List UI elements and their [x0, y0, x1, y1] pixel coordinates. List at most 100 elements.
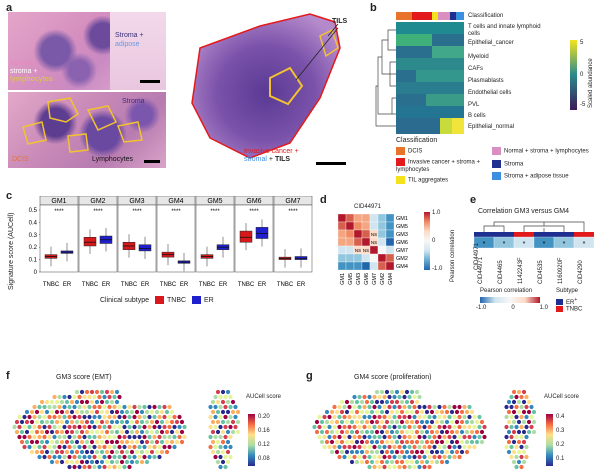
c-significance: **** — [249, 209, 259, 215]
spatial-spot — [479, 439, 485, 445]
d-col-label: GM2 — [380, 273, 386, 285]
spatial-spot — [432, 404, 437, 410]
spatial-spot — [210, 449, 216, 455]
d-cell — [353, 253, 363, 263]
spatial-spot — [417, 444, 422, 450]
c-facet-label: GM1 — [51, 198, 66, 205]
classification-label: Classification — [468, 13, 504, 19]
spatial-spot — [233, 404, 238, 410]
spatial-spot — [39, 449, 45, 455]
spatial-spot — [439, 409, 445, 415]
spatial-spot — [462, 444, 467, 450]
spatial-spot — [97, 424, 102, 430]
spatial-spot — [357, 414, 362, 420]
spatial-spot — [404, 389, 410, 395]
spatial-spot — [387, 464, 392, 470]
spatial-spot — [344, 419, 350, 425]
spatial-spot — [412, 454, 417, 460]
panel-label-g: g — [306, 370, 313, 382]
spatial-spot — [369, 419, 375, 425]
spatial-spot — [384, 429, 390, 435]
spatial-spot — [394, 419, 400, 425]
spatial-spot — [354, 419, 360, 425]
spatial-spot — [179, 419, 185, 425]
spatial-spot — [72, 394, 77, 400]
spatial-spot — [147, 424, 152, 430]
spatial-spot — [514, 444, 519, 450]
spatial-spot — [134, 449, 140, 455]
spatial-spot — [367, 394, 372, 400]
spatial-spot — [124, 429, 130, 435]
e-subtype-cell — [534, 232, 554, 237]
spatial-spot — [524, 434, 529, 440]
d-cell — [361, 229, 371, 239]
spatial-spot — [469, 419, 475, 425]
c-box-tnbc — [83, 237, 97, 247]
spatial-spot — [52, 454, 57, 460]
spatial-spot — [357, 444, 362, 450]
spatial-spot — [42, 404, 47, 410]
spatial-spot — [24, 429, 30, 435]
spatial-spot — [127, 464, 132, 470]
spatial-spot — [506, 439, 512, 445]
spatial-spot — [474, 439, 480, 445]
spatial-spot — [454, 419, 460, 425]
spatial-spot — [47, 424, 52, 430]
spatial-spot — [384, 399, 390, 405]
spatial-spot — [414, 459, 420, 465]
spatial-spot — [14, 419, 20, 425]
c-xlabel-tnbc: TNBC — [199, 282, 216, 288]
spatial-spot — [137, 404, 142, 410]
spatial-spot — [87, 454, 92, 460]
spatial-spot — [382, 444, 387, 450]
spatial-spot — [215, 409, 221, 415]
spatial-spot — [129, 459, 135, 465]
spatial-spot — [462, 414, 467, 420]
spatial-spot — [213, 434, 218, 440]
spatial-spot — [225, 459, 231, 465]
spatial-spot — [215, 399, 221, 405]
d-cell — [337, 229, 347, 239]
spatial-spot — [218, 414, 223, 420]
spatial-spot — [77, 414, 82, 420]
spatial-spot — [147, 444, 152, 450]
spatial-spot — [379, 409, 385, 415]
spatial-spot — [27, 444, 32, 450]
spatial-spot — [59, 409, 65, 415]
spatial-spot — [154, 439, 160, 445]
e-correlation-strip: * * * * * * — [474, 232, 594, 248]
spatial-spot — [94, 399, 100, 405]
spatial-spot — [362, 424, 367, 430]
spatial-spot — [384, 409, 390, 415]
spatial-spot — [521, 409, 527, 415]
spatial-spot — [99, 399, 105, 405]
spatial-spot — [389, 439, 395, 445]
legend-invasive: Invasive cancer + stroma + lymphocytes — [396, 158, 481, 173]
spatial-spot — [521, 429, 527, 435]
c-significance: **** — [54, 209, 64, 215]
e-sample-label-4: 1160920F — [558, 257, 564, 284]
d-col-label: GM3 — [356, 273, 362, 285]
spatial-spot — [477, 414, 482, 420]
spatial-spot — [77, 444, 82, 450]
spatial-spot — [344, 429, 350, 435]
spatial-spot — [129, 449, 135, 455]
spatial-spot — [29, 449, 35, 455]
spatial-spot — [334, 439, 340, 445]
d-cell — [385, 213, 395, 223]
scale-label: Scaled abundance — [588, 58, 594, 108]
e-subtype-cell — [554, 232, 574, 237]
spatial-spot — [119, 439, 125, 445]
spatial-spot — [442, 414, 447, 420]
spatial-spot — [49, 449, 55, 455]
spatial-spot — [409, 399, 415, 405]
scale-bar — [140, 80, 160, 83]
spatial-spot — [79, 429, 85, 435]
spatial-spot — [511, 419, 517, 425]
d-cell — [361, 237, 371, 247]
spatial-spot — [225, 389, 231, 395]
d-cell — [337, 237, 347, 247]
spatial-spot — [369, 459, 375, 465]
c-facet-frame — [117, 204, 157, 273]
spatial-spot — [164, 449, 170, 455]
